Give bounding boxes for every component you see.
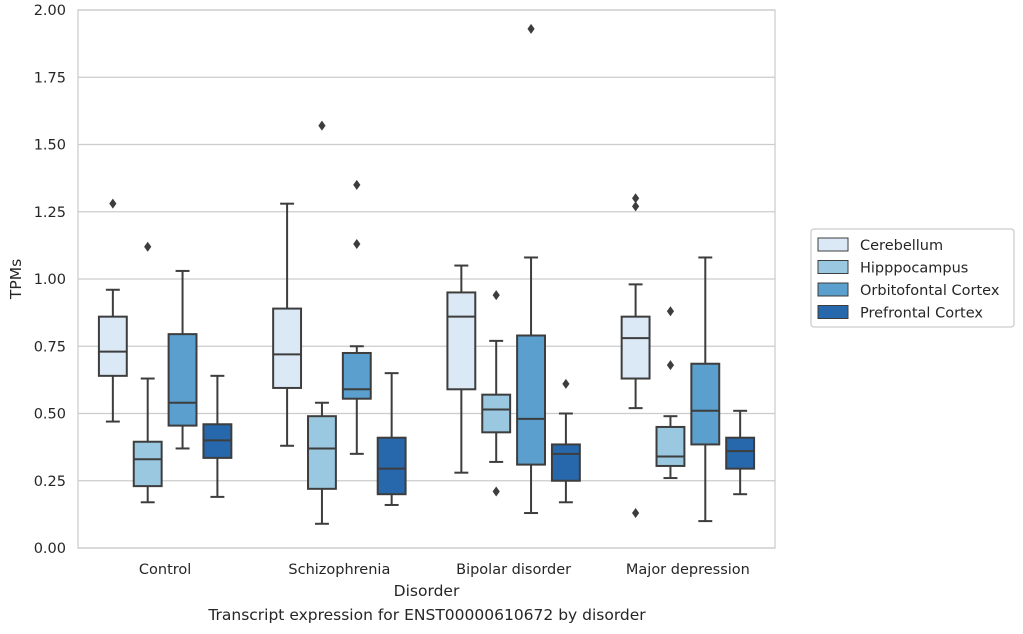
box-1-2 [341, 179, 372, 455]
outlier-point [562, 378, 570, 389]
box-1-0 [272, 202, 303, 447]
outlier-point [353, 239, 361, 250]
y-tick-label: 0.75 [34, 339, 66, 355]
outlier-point [632, 201, 640, 212]
box-iqr [516, 334, 546, 466]
box-1-3 [376, 372, 407, 506]
box-iqr [307, 415, 337, 490]
box-3-0 [620, 193, 651, 519]
box-iqr [655, 425, 686, 467]
outlier-point [666, 360, 675, 371]
legend-label: Orbitofontal Cortex [860, 283, 1000, 299]
box-iqr [446, 291, 477, 391]
y-tick-label: 1.50 [34, 138, 66, 154]
outlier-point [666, 306, 675, 317]
y-tick-label: 1.25 [34, 205, 66, 221]
box-2-2 [516, 23, 546, 515]
box-iqr [167, 333, 198, 427]
outlier-point [492, 290, 500, 301]
y-tick-label: 1.00 [34, 272, 66, 288]
x-axis-ticks: Control Schizophrenia Bipolar disorder Majo… [139, 562, 750, 578]
x-axis-label: Disorder [394, 582, 460, 600]
legend-label: Cerebellum [860, 238, 943, 254]
outlier-point [144, 241, 152, 252]
y-tick-label: 2.00 [34, 3, 66, 19]
box-2-1 [481, 290, 512, 497]
x-tick-label: Schizophrenia [288, 562, 390, 578]
outlier-point [632, 508, 640, 519]
box-iqr [272, 307, 303, 389]
y-tick-label: 0.25 [34, 474, 66, 490]
box-2-0 [446, 264, 477, 474]
legend-frame [810, 228, 1015, 328]
plot-area-boxes [97, 23, 756, 525]
plot-frame [77, 9, 776, 549]
y-tick-label: 1.75 [34, 70, 66, 86]
outlier-point [632, 193, 640, 204]
box-iqr [550, 443, 581, 482]
box-iqr [725, 436, 756, 470]
x-tick-label: Bipolar disorder [456, 562, 571, 578]
box-3-2 [690, 256, 721, 523]
legend-swatch [817, 260, 849, 274]
outlier-point [527, 23, 535, 34]
box-iqr [132, 440, 163, 488]
box-1-1 [307, 120, 337, 525]
box-2-3 [550, 378, 581, 504]
y-tick-label: 0.50 [34, 407, 66, 423]
legend-label: Hipppocampus [860, 261, 968, 277]
box-iqr [97, 315, 128, 377]
figure-caption: Transcript expression for ENST0000061067… [208, 606, 646, 624]
box-iqr [620, 315, 651, 380]
legend: Cerebellum Hipppocampus Orbitofontal Corte… [810, 228, 1015, 328]
y-tick-label: 0.00 [34, 541, 66, 557]
x-tick-label: Control [139, 562, 191, 578]
box-iqr [376, 436, 407, 496]
outlier-point [492, 486, 500, 497]
box-0-0 [97, 198, 128, 423]
y-axis-label: TPMs [7, 259, 25, 300]
box-3-3 [725, 409, 756, 496]
legend-swatch [817, 282, 849, 297]
x-tick-label: Major depression [626, 562, 750, 578]
legend-swatch [817, 237, 849, 252]
legend-label: Prefrontal Cortex [860, 306, 983, 322]
outlier-point [318, 120, 326, 131]
outlier-point [109, 198, 117, 209]
box-0-1 [132, 241, 163, 504]
legend-swatch [817, 305, 849, 319]
box-iqr [341, 351, 372, 400]
box-0-3 [202, 374, 233, 498]
box-0-2 [167, 269, 198, 450]
outlier-point [353, 179, 361, 190]
box-3-1 [655, 306, 686, 480]
y-axis-ticks: 0.00 0.25 0.50 0.75 1.00 1.25 1.50 1.75 2.00 [34, 3, 66, 557]
box-iqr [690, 362, 721, 446]
box-iqr [481, 393, 512, 434]
